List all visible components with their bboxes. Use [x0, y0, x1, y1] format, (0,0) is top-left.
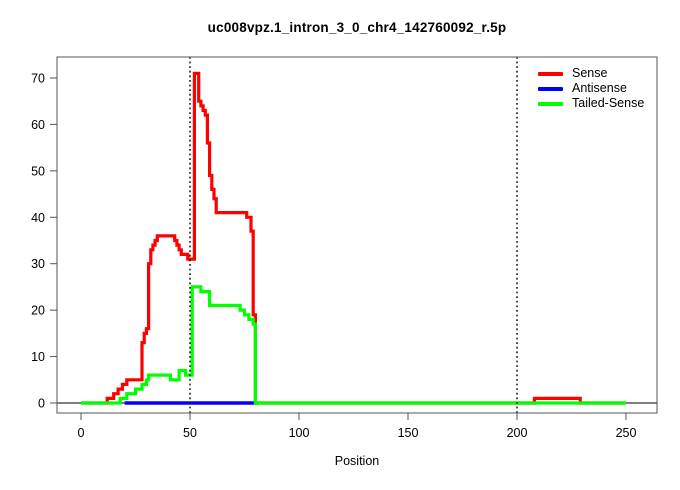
- y-tick-label: 30: [31, 257, 45, 271]
- x-tick-label: 150: [398, 426, 419, 440]
- antisense-line-swatch: [538, 86, 563, 91]
- legend-label-antisense: Antisense: [572, 81, 627, 95]
- legend-item-antisense: Antisense: [538, 81, 644, 96]
- legend-label-tailed-sense: Tailed-Sense: [572, 96, 645, 110]
- x-tick-label: 0: [78, 426, 85, 440]
- legend: Sense Antisense Tailed-Sense: [538, 66, 644, 111]
- x-tick-label: 50: [183, 426, 197, 440]
- y-tick-label: 10: [31, 350, 45, 364]
- y-tick-label: 70: [31, 71, 45, 85]
- legend-item-tailed-sense: Tailed-Sense: [538, 96, 644, 111]
- legend-label-sense: Sense: [572, 66, 608, 80]
- tailed-sense-line-swatch: [538, 101, 563, 106]
- sense-line-swatch: [538, 71, 563, 76]
- series-path-sense: [81, 71, 626, 405]
- series-path-tailed-sense: [81, 285, 626, 405]
- legend-item-sense: Sense: [538, 66, 644, 81]
- x-tick-label: 250: [616, 426, 637, 440]
- plot-border: [56, 56, 658, 414]
- y-tick-label: 40: [31, 211, 45, 225]
- y-tick-label: 0: [38, 397, 45, 411]
- y-tick-label: 50: [31, 164, 45, 178]
- y-tick-label: 20: [31, 304, 45, 318]
- chart-title: uc008vpz.1_intron_3_0_chr4_142760092_r.5…: [207, 20, 507, 35]
- x-axis-title: Position: [334, 454, 380, 468]
- x-tick-label: 200: [507, 426, 528, 440]
- x-tick-label: 100: [289, 426, 310, 440]
- y-tick-label: 60: [31, 118, 45, 132]
